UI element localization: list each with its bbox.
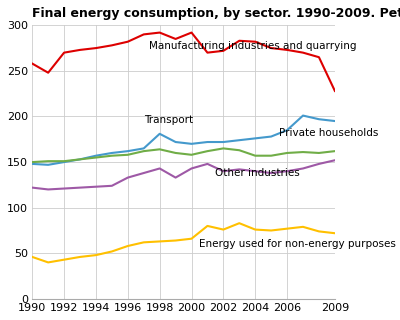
Text: Energy used for non-energy purposes: Energy used for non-energy purposes [200, 239, 396, 249]
Text: Transport: Transport [144, 115, 193, 125]
Text: Private households: Private households [279, 128, 378, 138]
Text: Final energy consumption, by sector. 1990-2009. Peta joule: Final energy consumption, by sector. 199… [32, 7, 400, 20]
Text: Manufacturing industries and quarrying: Manufacturing industries and quarrying [148, 41, 356, 51]
Text: Other industries: Other industries [216, 168, 300, 178]
